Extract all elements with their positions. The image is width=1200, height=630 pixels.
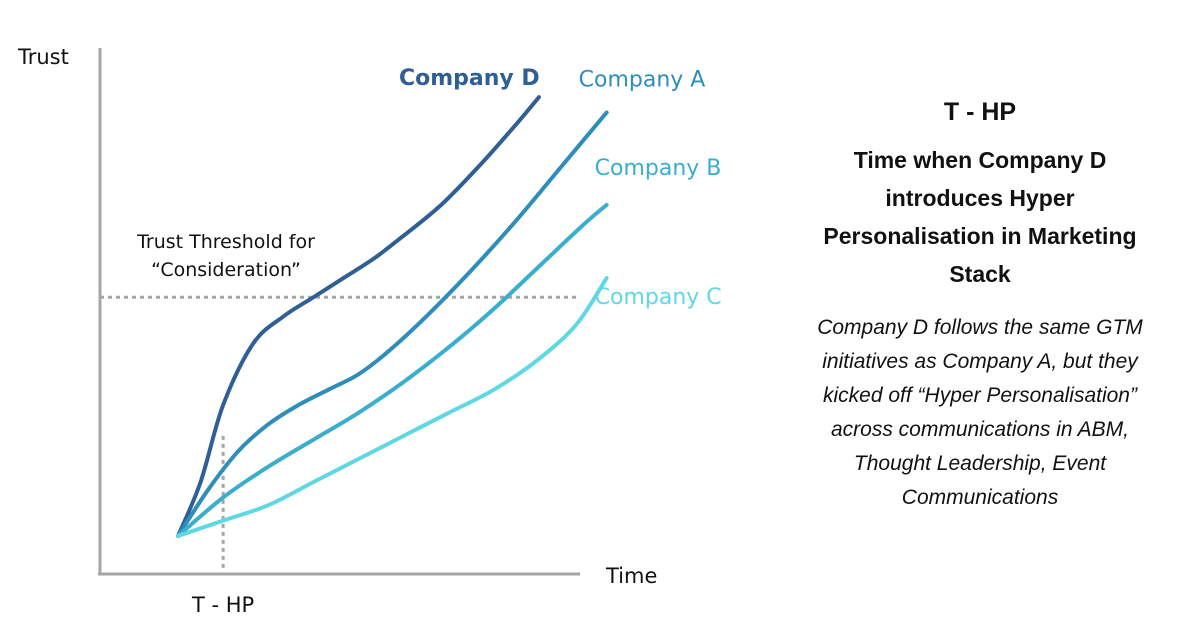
series-line-company-c — [176, 276, 609, 538]
chart-guides — [100, 295, 580, 572]
t-hp-marker-label: T - HP — [191, 593, 254, 617]
series-label-company-c: Company C — [595, 285, 722, 310]
series-line-company-b — [176, 202, 609, 538]
series-line-company-d — [176, 95, 541, 538]
series-label-company-a: Company A — [579, 68, 706, 93]
series-line-company-a — [176, 110, 609, 538]
side-panel-title: T - HP — [943, 98, 1017, 126]
side-panel-subtitle: Time when Company D introduces Hyper Per… — [823, 147, 1137, 287]
threshold-label-line: Trust Threshold for — [136, 231, 315, 253]
threshold-label-line: “Consideration” — [151, 259, 301, 281]
side-panel-description: Company D follows the same GTM initiativ… — [817, 316, 1143, 509]
side-panel: T - HP Time when Company D introduces Hy… — [790, 90, 1170, 515]
series-label-company-d: Company D — [399, 66, 540, 91]
y-axis-label: Trust — [17, 45, 69, 69]
series-label-company-b: Company B — [595, 156, 722, 181]
x-axis-label: Time — [605, 564, 657, 588]
chart-axes — [98, 48, 580, 576]
chart-series — [176, 95, 609, 538]
trust-chart: Company D Company A Company B Company C Trus… — [17, 45, 722, 617]
chart-labels: Company D Company A Company B Company C Trus… — [17, 45, 722, 617]
